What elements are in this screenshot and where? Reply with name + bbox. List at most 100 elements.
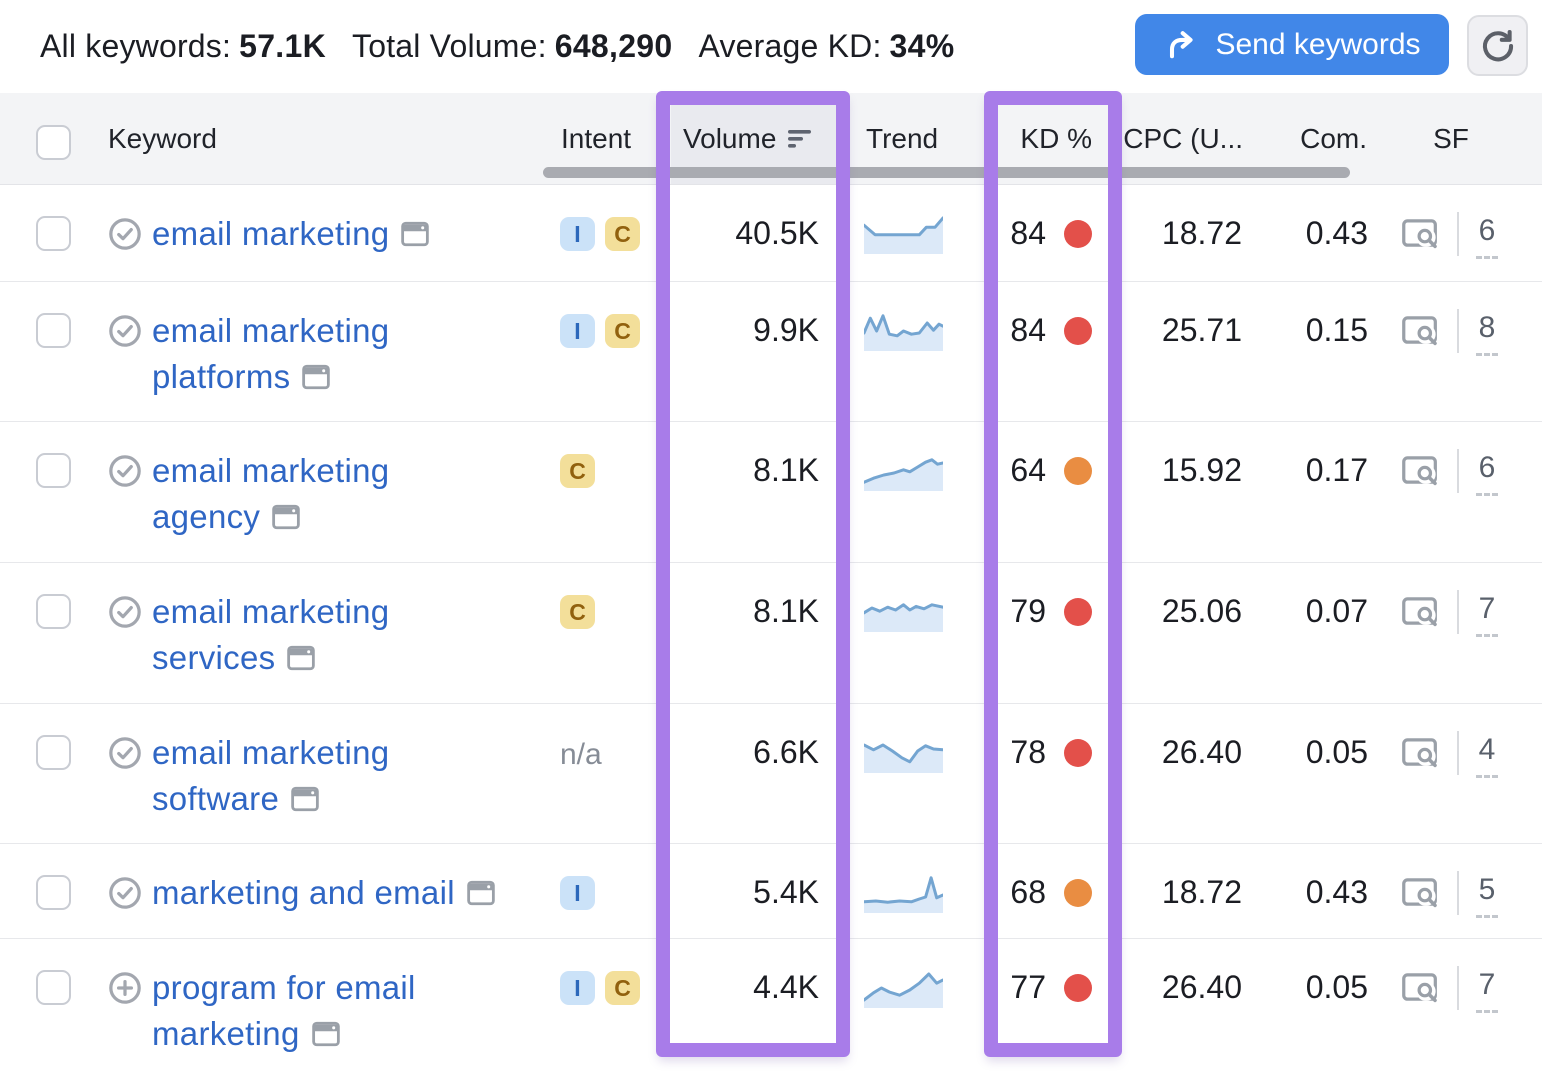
send-keywords-button[interactable]: Send keywords	[1135, 14, 1449, 75]
refresh-icon	[1479, 27, 1517, 65]
table-header: Keyword Intent Volume Trend KD % CPC (U.…	[0, 93, 1542, 185]
check-circle-icon[interactable]	[108, 454, 142, 488]
add-keyword-icon[interactable]	[108, 971, 142, 1005]
com-value: 0.43	[1305, 215, 1368, 251]
serp-preview-icon[interactable]	[1402, 316, 1440, 352]
trend-sparkline	[864, 743, 943, 773]
sf-count[interactable]: 7	[1475, 968, 1499, 1013]
sf-count[interactable]: 6	[1475, 214, 1499, 259]
row-checkbox[interactable]	[36, 453, 71, 488]
row-checkbox[interactable]	[36, 216, 71, 251]
trend-sparkline	[864, 314, 943, 351]
sf-count[interactable]: 6	[1475, 451, 1499, 496]
serp-features-icon[interactable]	[311, 1014, 340, 1060]
keyword-text-line: software	[152, 776, 389, 825]
keyword-text-line: services	[152, 635, 389, 684]
trend-sparkline	[864, 216, 943, 254]
keyword-text-line: platforms	[152, 354, 389, 403]
trend-sparkline	[864, 603, 943, 632]
serp-features-icon[interactable]	[467, 873, 495, 919]
cpc-value: 25.71	[1161, 312, 1242, 348]
serp-preview-icon[interactable]	[1402, 219, 1440, 255]
stat-item: Total Volume: 648,290	[352, 28, 673, 65]
intent-na-text: n/a	[560, 738, 602, 771]
intent-badge-c[interactable]: C	[560, 595, 595, 629]
keyword-link[interactable]: email marketing services	[152, 589, 389, 684]
serp-preview-icon[interactable]	[1402, 456, 1440, 492]
check-circle-icon[interactable]	[108, 595, 142, 629]
keyword-text-line: marketing	[152, 1011, 416, 1060]
column-header-keyword[interactable]: Keyword	[108, 123, 217, 154]
serp-preview-icon[interactable]	[1402, 597, 1440, 633]
check-circle-icon[interactable]	[108, 314, 142, 348]
column-header-trend[interactable]: Trend	[866, 123, 939, 154]
column-header-kd[interactable]: KD %	[1020, 123, 1092, 154]
column-header-sf[interactable]: SF	[1433, 123, 1469, 154]
serp-preview-icon[interactable]	[1402, 973, 1440, 1009]
check-circle-icon[interactable]	[108, 217, 142, 251]
refresh-button[interactable]	[1467, 15, 1528, 76]
select-all-checkbox[interactable]	[36, 125, 71, 160]
summary-stats: All keywords: 57.1K Total Volume: 648,290 Av…	[40, 0, 955, 93]
intent-badge-c[interactable]: C	[605, 217, 640, 251]
com-value: 0.17	[1305, 452, 1368, 488]
column-header-intent[interactable]: Intent	[561, 123, 632, 154]
toolbar: All keywords: 57.1K Total Volume: 648,290 Av…	[0, 0, 1542, 93]
intent-badge-c[interactable]: C	[560, 454, 595, 488]
volume-value: 9.9K	[753, 312, 819, 348]
sf-divider	[1457, 212, 1459, 256]
stat-label: Average KD:	[698, 28, 882, 64]
com-value: 0.15	[1305, 312, 1368, 348]
sf-divider	[1457, 449, 1459, 493]
serp-features-icon[interactable]	[287, 638, 316, 684]
sf-count[interactable]: 5	[1475, 873, 1499, 918]
serp-features-icon[interactable]	[291, 779, 319, 825]
kd-value: 78	[1010, 734, 1046, 770]
cpc-value: 26.40	[1161, 734, 1242, 770]
kd-difficulty-dot	[1064, 457, 1092, 485]
keyword-link[interactable]: email marketing agency	[152, 448, 389, 543]
kd-difficulty-dot	[1064, 879, 1092, 907]
intent-badge-i[interactable]: I	[560, 217, 595, 251]
sf-count[interactable]: 7	[1475, 592, 1499, 637]
keyword-link[interactable]: email marketing software	[152, 730, 389, 825]
row-checkbox[interactable]	[36, 875, 71, 910]
row-checkbox[interactable]	[36, 970, 71, 1005]
serp-preview-icon[interactable]	[1402, 738, 1440, 774]
keyword-link[interactable]: email marketing	[152, 211, 430, 260]
serp-features-icon[interactable]	[302, 357, 331, 403]
sf-count[interactable]: 8	[1475, 311, 1499, 356]
cpc-value: 18.72	[1161, 874, 1242, 910]
serp-features-icon[interactable]	[272, 497, 300, 543]
column-header-volume[interactable]: Volume	[683, 123, 814, 155]
intent-badge-i[interactable]: I	[560, 314, 595, 348]
sf-count[interactable]: 4	[1475, 733, 1499, 778]
check-circle-icon[interactable]	[108, 876, 142, 910]
intent-badge-c[interactable]: C	[605, 314, 640, 348]
row-checkbox[interactable]	[36, 313, 71, 348]
serp-features-icon[interactable]	[401, 214, 430, 260]
intent-badge-i[interactable]: I	[560, 876, 595, 910]
keyword-link[interactable]: marketing and email	[152, 870, 495, 919]
keyword-link[interactable]: program for email marketing	[152, 965, 416, 1060]
horizontal-scrollbar-thumb[interactable]	[543, 167, 1350, 178]
row-checkbox[interactable]	[36, 594, 71, 629]
row-checkbox[interactable]	[36, 735, 71, 770]
sf-divider	[1457, 871, 1459, 915]
column-header-com[interactable]: Com.	[1300, 123, 1367, 154]
sort-descending-icon	[788, 128, 814, 150]
keyword-text-line: program for email	[152, 969, 416, 1006]
intent-badge-i[interactable]: I	[560, 971, 595, 1005]
volume-value: 8.1K	[753, 593, 819, 629]
com-value: 0.05	[1305, 734, 1368, 770]
intent-badge-c[interactable]: C	[605, 971, 640, 1005]
stat-label: All keywords:	[40, 28, 232, 64]
check-circle-icon[interactable]	[108, 736, 142, 770]
trend-sparkline	[864, 458, 943, 491]
trend-sparkline	[864, 876, 943, 913]
serp-preview-icon[interactable]	[1402, 878, 1440, 914]
column-header-cpc[interactable]: CPC (U...	[1123, 123, 1243, 154]
keyword-link[interactable]: email marketing platforms	[152, 308, 389, 403]
intent-cell: C	[560, 454, 595, 488]
